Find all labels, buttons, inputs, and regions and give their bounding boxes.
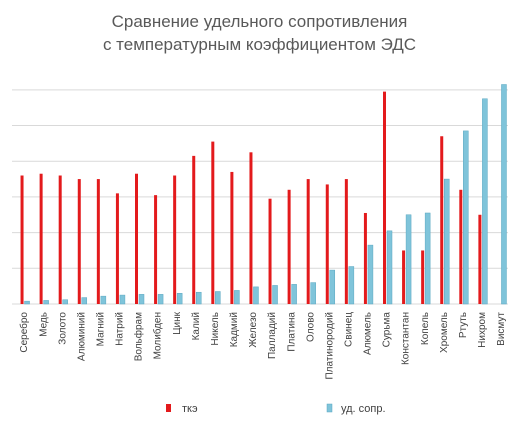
bar-resistivity-18	[367, 244, 374, 305]
x-tick-label: Магний	[95, 312, 106, 346]
x-tick-label: Натрий	[115, 312, 126, 346]
legend-swatch-tke	[166, 404, 171, 412]
x-tick-label: Свинец	[343, 312, 354, 347]
x-tick-label: Золото	[57, 312, 68, 345]
bar-resistivity-19	[386, 230, 393, 305]
bar-tke-4	[96, 179, 100, 304]
bar-resistivity-14	[291, 284, 297, 305]
bar-tke-5	[115, 193, 119, 304]
legend-label-tke: ткэ	[182, 403, 198, 415]
bar-resistivity-10	[215, 291, 221, 305]
bar-tke-10	[211, 141, 215, 304]
x-tick-label: Никель	[210, 312, 221, 346]
x-tick-label: Медь	[38, 312, 49, 337]
bar-resistivity-2	[62, 299, 68, 305]
x-tick-label: Цинк	[172, 311, 183, 335]
x-tick-label: Калий	[191, 312, 202, 340]
bar-tke-16	[325, 184, 329, 304]
x-tick-label: Нихром	[477, 312, 488, 348]
bar-resistivity-22	[443, 178, 450, 305]
bar-tke-6	[135, 173, 138, 304]
bar-tke-23	[459, 189, 463, 304]
bar-resistivity-12	[253, 286, 259, 305]
bar-resistivity-15	[310, 282, 316, 305]
bar-resistivity-11	[234, 290, 240, 305]
bar-resistivity-4	[100, 295, 107, 305]
x-tick-label: Железо	[248, 312, 259, 348]
x-tick-label: Висмут	[496, 312, 507, 346]
bar-tke-13	[268, 198, 272, 304]
bar-resistivity-17	[348, 266, 355, 305]
bar-tke-20	[402, 250, 406, 304]
bar-resistivity-8	[176, 293, 183, 305]
bar-tke-18	[363, 212, 367, 304]
bar-tke-17	[344, 179, 348, 304]
bar-tke-12	[249, 152, 253, 304]
bar-tke-7	[154, 195, 158, 304]
x-tick-label: Молибден	[152, 312, 164, 359]
bar-tke-15	[306, 179, 310, 304]
x-tick-label: Платина	[286, 312, 297, 352]
bar-resistivity-13	[272, 285, 278, 305]
x-tick-label: Ртуть	[458, 312, 469, 338]
chart-title-line-1: Сравнение удельного сопротивления	[111, 12, 408, 31]
x-tick-label: Платинородий	[324, 312, 335, 380]
x-tick-label: Олово	[305, 312, 316, 342]
chart-title-line-2: с температурным коэффициентом ЭДС	[102, 35, 417, 54]
x-tick-label: Серебро	[18, 312, 30, 353]
x-tick-label: Копель	[420, 312, 431, 345]
bar-tke-11	[230, 171, 234, 304]
x-tick-label: Константан	[401, 312, 412, 365]
bar-tke-22	[440, 136, 444, 304]
x-tick-label: Хромель	[439, 312, 450, 353]
bar-resistivity-24	[482, 98, 488, 305]
bar-tke-2	[58, 175, 62, 304]
bar-resistivity-16	[329, 269, 336, 305]
bar-resistivity-21	[424, 212, 431, 305]
bar-tke-9	[192, 155, 196, 304]
bar-tke-1	[39, 173, 43, 304]
bar-resistivity-1	[43, 300, 49, 305]
x-tick-label: Алюмель	[363, 312, 374, 355]
x-tick-label: Вольфрам	[133, 312, 145, 361]
bar-resistivity-23	[463, 130, 469, 305]
bar-tke-8	[173, 175, 177, 304]
bar-resistivity-5	[119, 294, 126, 305]
bar-tke-21	[421, 250, 425, 304]
bar-resistivity-6	[138, 294, 145, 305]
legend-swatch-resistivity	[326, 403, 333, 413]
x-tick-label: Кадмий	[229, 312, 240, 347]
x-tick-label: Сурьма	[382, 312, 393, 348]
legend-label-resistivity: уд. сопр.	[341, 403, 386, 415]
bar-resistivity-3	[81, 297, 88, 305]
bar-tke-3	[77, 179, 81, 304]
bar-resistivity-9	[195, 291, 202, 305]
bar-tke-14	[287, 189, 291, 304]
bar-resistivity-20	[405, 214, 412, 305]
bar-tke-24	[478, 214, 482, 304]
bar-tke-19	[383, 91, 386, 304]
bar-resistivity-0	[24, 300, 30, 305]
x-tick-label: Алюминий	[76, 312, 87, 361]
x-tick-label: Палладий	[267, 312, 278, 359]
bar-resistivity-7	[157, 294, 164, 305]
bar-tke-0	[20, 175, 24, 304]
bar-resistivity-25	[501, 84, 507, 305]
